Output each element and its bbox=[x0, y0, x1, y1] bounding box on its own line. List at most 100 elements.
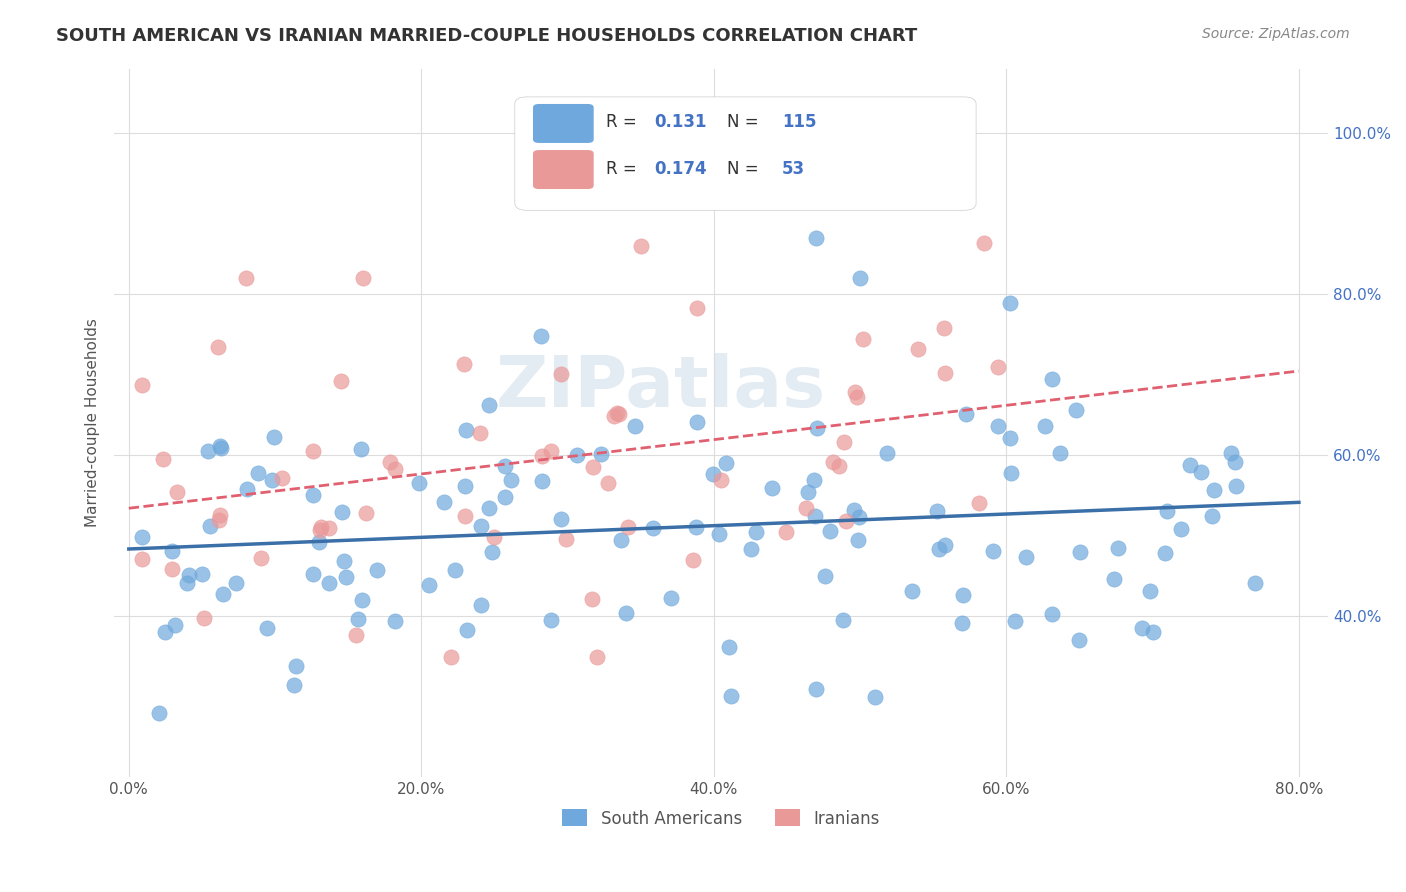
Point bbox=[614, 607, 637, 621]
Point bbox=[1015, 550, 1038, 565]
Point bbox=[835, 514, 858, 528]
Point bbox=[710, 473, 733, 487]
Point bbox=[208, 513, 231, 527]
Point bbox=[177, 567, 200, 582]
Point bbox=[318, 575, 340, 590]
Point bbox=[330, 505, 353, 519]
Point bbox=[928, 542, 950, 557]
FancyBboxPatch shape bbox=[533, 104, 593, 143]
Point bbox=[555, 532, 578, 546]
Point bbox=[596, 476, 619, 491]
Point bbox=[225, 576, 247, 591]
Point bbox=[250, 551, 273, 566]
Point bbox=[1223, 455, 1246, 469]
Point bbox=[796, 485, 818, 500]
Point bbox=[585, 649, 607, 664]
Point bbox=[1156, 504, 1178, 518]
Point bbox=[848, 509, 870, 524]
Point bbox=[271, 471, 294, 485]
Point bbox=[682, 553, 704, 567]
Point bbox=[453, 479, 475, 493]
Point bbox=[832, 434, 855, 449]
Point bbox=[350, 442, 373, 457]
Point bbox=[907, 343, 929, 357]
Point bbox=[630, 239, 652, 253]
Text: 115: 115 bbox=[782, 112, 817, 131]
Point bbox=[1130, 621, 1153, 635]
Point bbox=[1069, 633, 1091, 648]
Point bbox=[814, 569, 837, 583]
Point bbox=[197, 444, 219, 458]
Point bbox=[1170, 522, 1192, 536]
Point bbox=[470, 599, 492, 613]
Point bbox=[775, 524, 797, 539]
Point bbox=[844, 384, 866, 399]
Point bbox=[1139, 584, 1161, 599]
Point bbox=[531, 475, 554, 489]
Point bbox=[582, 459, 605, 474]
Point bbox=[131, 530, 153, 544]
Point bbox=[852, 332, 875, 346]
Point bbox=[1049, 445, 1071, 459]
Point bbox=[821, 455, 844, 469]
Point bbox=[685, 520, 707, 534]
Point bbox=[284, 658, 307, 673]
Point bbox=[987, 360, 1010, 375]
Point bbox=[934, 366, 956, 380]
Point bbox=[530, 449, 553, 463]
Text: R =: R = bbox=[606, 161, 641, 178]
Point bbox=[927, 504, 949, 518]
Point bbox=[1107, 541, 1129, 556]
Point bbox=[998, 295, 1021, 310]
Text: SOUTH AMERICAN VS IRANIAN MARRIED-COUPLE HOUSEHOLDS CORRELATION CHART: SOUTH AMERICAN VS IRANIAN MARRIED-COUPLE… bbox=[56, 27, 918, 45]
Point bbox=[131, 552, 153, 566]
Point bbox=[335, 570, 357, 584]
Point bbox=[717, 640, 740, 654]
Point bbox=[453, 509, 475, 524]
Point bbox=[260, 473, 283, 487]
Point bbox=[131, 377, 153, 392]
Point bbox=[831, 613, 853, 627]
Point bbox=[707, 526, 730, 541]
Point bbox=[494, 459, 516, 474]
Point bbox=[1035, 418, 1057, 433]
Point bbox=[1225, 479, 1247, 493]
Point bbox=[1000, 466, 1022, 480]
Point bbox=[456, 623, 478, 637]
Point bbox=[761, 482, 783, 496]
Text: 53: 53 bbox=[782, 161, 806, 178]
Point bbox=[212, 587, 235, 601]
Text: N =: N = bbox=[727, 112, 763, 131]
Point bbox=[714, 456, 737, 470]
Point bbox=[806, 681, 828, 696]
Point bbox=[302, 567, 325, 582]
Point bbox=[302, 443, 325, 458]
Point bbox=[153, 625, 176, 640]
Point bbox=[581, 591, 603, 606]
Point bbox=[209, 508, 232, 523]
Point bbox=[845, 390, 868, 404]
Point bbox=[470, 425, 492, 440]
Point bbox=[308, 534, 330, 549]
Point bbox=[408, 475, 430, 490]
Point bbox=[309, 523, 332, 537]
Point bbox=[148, 706, 170, 720]
Point bbox=[609, 533, 631, 548]
Point bbox=[333, 554, 356, 568]
Point bbox=[794, 500, 817, 515]
Point bbox=[973, 235, 995, 250]
Point bbox=[702, 467, 724, 482]
Point bbox=[470, 518, 492, 533]
Point bbox=[1189, 466, 1212, 480]
Point bbox=[484, 530, 506, 544]
Point bbox=[1219, 445, 1241, 459]
Point bbox=[987, 418, 1010, 433]
Point bbox=[641, 521, 664, 535]
Point bbox=[661, 591, 683, 605]
Point bbox=[806, 420, 828, 434]
Point bbox=[384, 462, 406, 476]
Point bbox=[344, 628, 367, 642]
Point bbox=[686, 301, 709, 315]
Point bbox=[439, 649, 461, 664]
Point bbox=[193, 611, 215, 625]
